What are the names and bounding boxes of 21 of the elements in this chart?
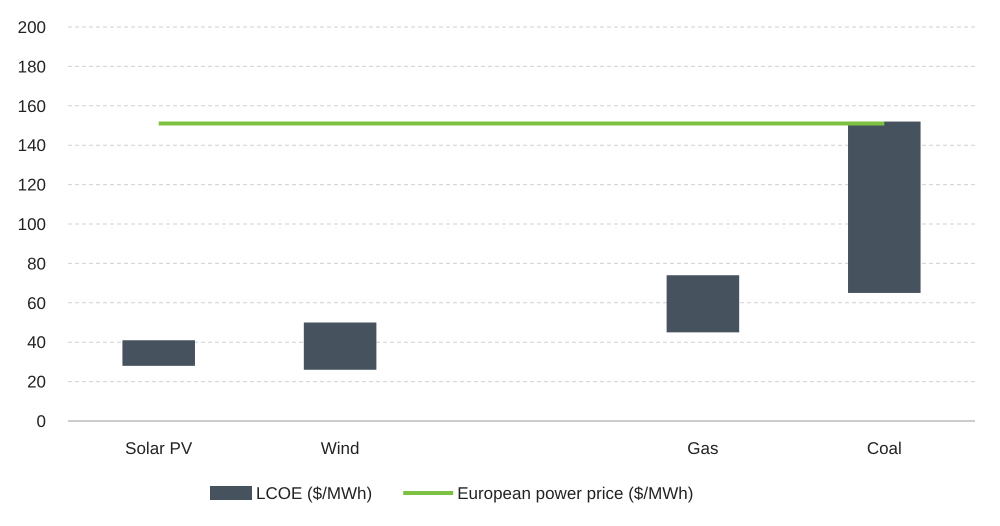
bar <box>848 122 921 293</box>
y-tick-label: 180 <box>18 57 46 76</box>
bar <box>122 340 195 366</box>
y-tick-label: 60 <box>27 294 46 313</box>
x-tick-label: Wind <box>320 438 360 458</box>
y-tick-label: 40 <box>27 333 46 352</box>
y-tick-label: 0 <box>36 412 46 431</box>
y-tick-label: 80 <box>27 254 46 274</box>
y-tick-label: 140 <box>18 136 46 156</box>
x-tick-label: Gas <box>687 438 718 458</box>
bar <box>666 275 740 332</box>
y-tick-label: 160 <box>18 96 46 116</box>
bar <box>304 322 376 370</box>
x-tick-label: Solar PV <box>125 438 193 458</box>
x-tick-label: Coal <box>866 438 902 458</box>
y-tick-label: 20 <box>27 372 46 392</box>
legend-label: European power price ($/MWh) <box>457 484 694 503</box>
y-tick-label: 100 <box>18 214 46 234</box>
legend-label: LCOE ($/MWh) <box>256 484 372 503</box>
y-tick-label: 120 <box>18 176 46 195</box>
y-tick-label: 200 <box>18 18 46 37</box>
